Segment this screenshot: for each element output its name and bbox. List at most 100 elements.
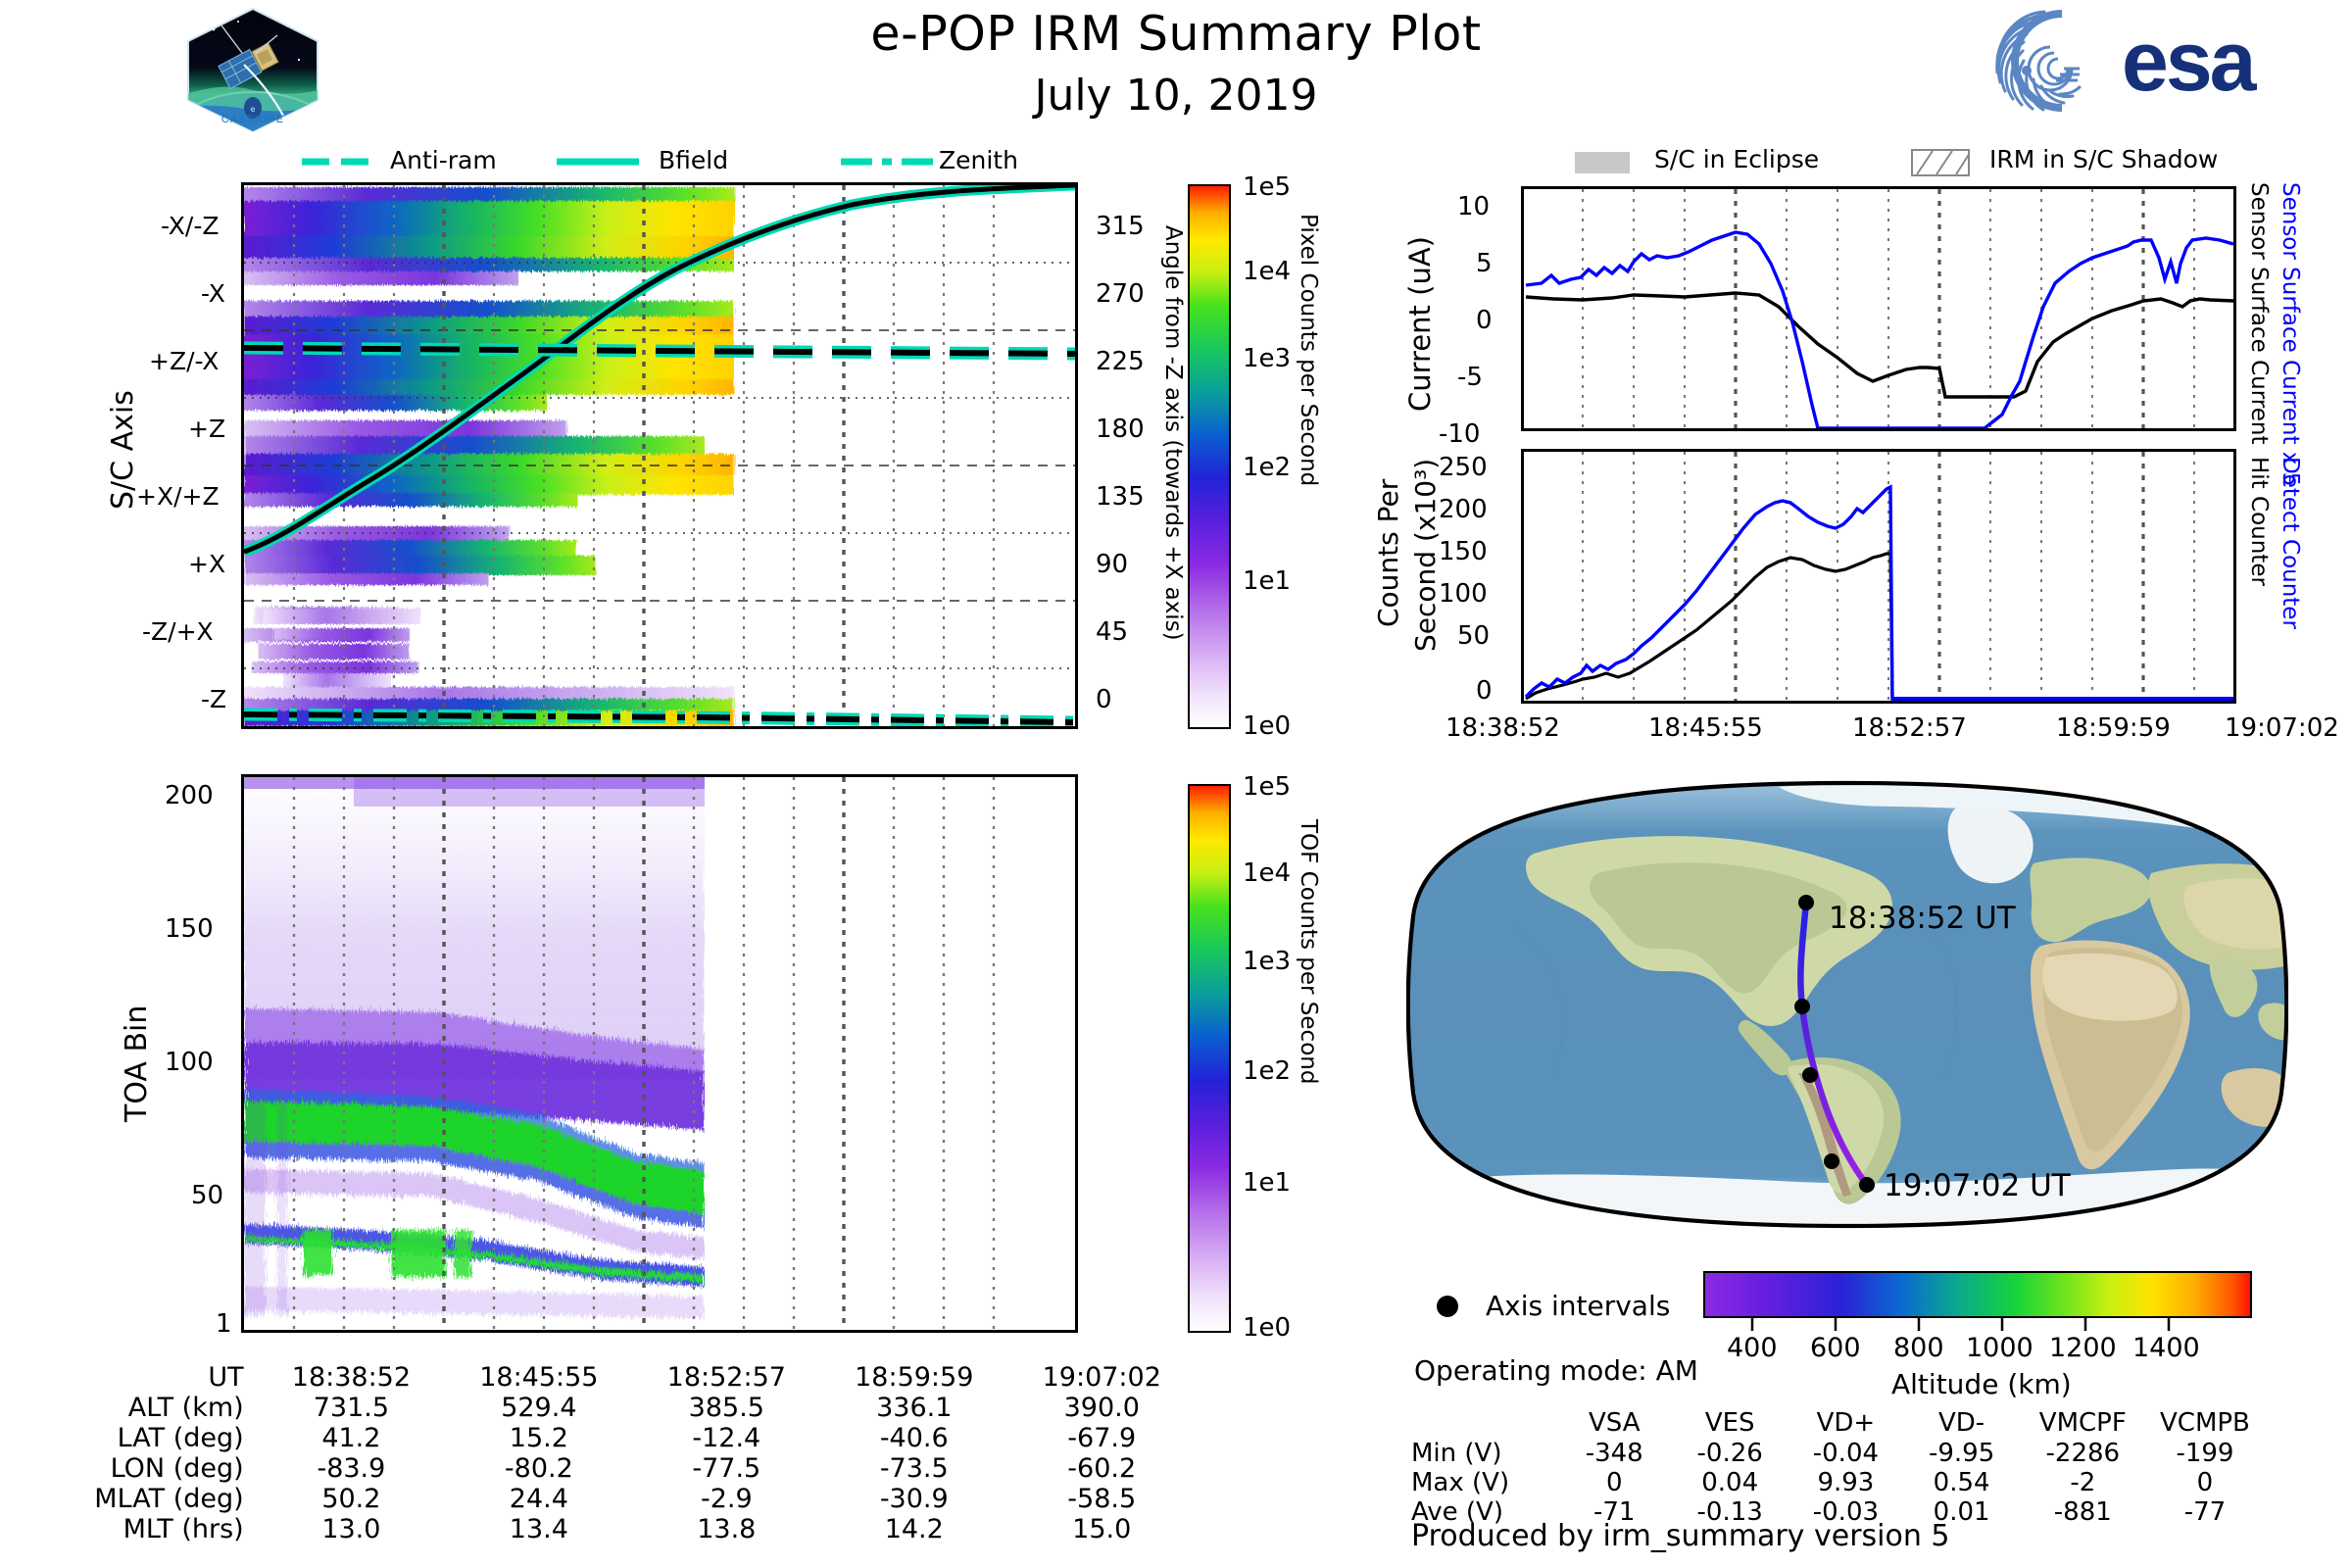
panel-sc-axis-spectrogram [241, 182, 1078, 729]
cell: -83.9 [317, 1453, 386, 1484]
cell: -80.2 [504, 1453, 573, 1484]
altitude-cbar-tick-800: 800 [1893, 1333, 1944, 1363]
column-header-vmcpf: VMCPF [2038, 1408, 2127, 1438]
counts-xtick-4: 19:07:02 [2225, 713, 2339, 743]
legend-right-eclipse-swatch [1575, 152, 1630, 173]
cell: -71 [1593, 1497, 1636, 1527]
table-row: LAT (deg) 41.2 15.2 -12.4 -40.6 -67.9 [59, 1423, 1196, 1453]
cell: 0.54 [1933, 1468, 1990, 1497]
counts-ytick-200: 200 [1439, 495, 1488, 524]
footer-credit: Produced by irm_summary version 5 [1411, 1519, 1950, 1553]
cell: -0.13 [1696, 1497, 1763, 1527]
angle-axis-label: Angle from -Z axis (towards +X axis) [1160, 225, 1186, 641]
table-row: UT 18:38:52 18:45:55 18:52:57 18:59:59 1… [59, 1362, 1196, 1393]
counts-ylabel-line1: Counts Per [1372, 478, 1404, 627]
current-ylabel: Current (uA) [1403, 236, 1437, 412]
column-header-ves: VES [1704, 1408, 1755, 1438]
cell: 24.4 [509, 1484, 568, 1514]
legend-left [294, 145, 1019, 178]
tof-cbar-tick-1e4: 1e4 [1243, 858, 1292, 888]
toa-ytick-150: 150 [165, 914, 214, 944]
tof-cbar-tick-1e5: 1e5 [1243, 772, 1292, 802]
pixel-cbar-tick-1e5: 1e5 [1243, 172, 1292, 202]
axis-interval-dot-icon [1437, 1296, 1458, 1317]
row-label-max: Max (V) [1411, 1468, 1510, 1497]
column-header-vdplus: VD+ [1816, 1408, 1876, 1438]
sc-axis-ytick--z+x: -Z/+X [142, 617, 214, 646]
row-label-min: Min (V) [1411, 1439, 1502, 1468]
cell: 385.5 [688, 1393, 764, 1423]
cell: -30.9 [879, 1484, 949, 1514]
pixel-cbar-tick-1e3: 1e3 [1243, 344, 1292, 373]
cassiope-mission-logo: e CASSIOPE [179, 6, 326, 133]
cell: 18:38:52 [291, 1362, 412, 1393]
cell: -199 [2176, 1439, 2234, 1468]
cell: 13.8 [697, 1514, 757, 1544]
counts-xtick-2: 18:52:57 [1852, 713, 1967, 743]
map-end-time-label: 19:07:02 UT [1884, 1168, 2071, 1203]
row-label: UT [208, 1362, 244, 1393]
esa-agency-logo: esa [1989, 10, 2293, 113]
pixel-cbar-tick-1e0: 1e0 [1243, 711, 1292, 741]
counts-xtick-3: 18:59:59 [2056, 713, 2171, 743]
column-header-vcmpb: VCMPB [2160, 1408, 2250, 1438]
cell: 9.93 [1817, 1468, 1875, 1497]
cell: -67.9 [1067, 1423, 1137, 1453]
angle-ytick-0: 0 [1096, 685, 1112, 714]
table-row: LON (deg) -83.9 -80.2 -77.5 -73.5 -60.2 [59, 1453, 1196, 1484]
cell: 19:07:02 [1042, 1362, 1161, 1393]
angle-ytick-135: 135 [1096, 482, 1145, 512]
cell: 336.1 [876, 1393, 953, 1423]
angle-ytick-45: 45 [1096, 617, 1129, 647]
current-ytick-10: 10 [1457, 192, 1491, 221]
map-start-time-label: 18:38:52 UT [1829, 901, 2016, 936]
cell: -77.5 [692, 1453, 761, 1484]
table-header-row: VSA VES VD+ VD- VMCPF VCMPB [1411, 1407, 2264, 1439]
toa-ytick-200: 200 [165, 781, 214, 810]
current-ytick--5: -5 [1457, 363, 1483, 392]
cell: -58.5 [1067, 1484, 1137, 1514]
ground-track-map [1406, 779, 2288, 1230]
toa-ytick-1: 1 [216, 1309, 232, 1339]
pixel-cbar-tick-1e1: 1e1 [1243, 566, 1292, 596]
panel-toa-bin-spectrogram [241, 774, 1078, 1333]
ephemeris-table: UT 18:38:52 18:45:55 18:52:57 18:59:59 1… [59, 1362, 1196, 1544]
cell: 0.04 [1701, 1468, 1759, 1497]
cell: -881 [2053, 1497, 2112, 1527]
counts-ytick-0: 0 [1476, 676, 1493, 706]
counts-ylabel-line2: Second (x10³) [1409, 458, 1442, 652]
altitude-colorbar [1703, 1271, 2252, 1318]
svg-text:CASSIOPE: CASSIOPE [221, 114, 284, 125]
table-row: MLAT (deg) 50.2 24.4 -2.9 -30.9 -58.5 [59, 1484, 1196, 1514]
table-row: MLT (hrs) 13.0 13.4 13.8 14.2 15.0 [59, 1514, 1196, 1544]
tof-cbar-tick-1e3: 1e3 [1243, 947, 1292, 976]
angle-ytick-90: 90 [1096, 550, 1129, 579]
svg-text:esa: esa [2122, 15, 2258, 109]
cell: 18:59:59 [855, 1362, 974, 1393]
toa-ytick-50: 50 [191, 1181, 224, 1210]
altitude-cbar-ticks [1703, 1318, 2252, 1332]
counts-ytick-150: 150 [1439, 537, 1488, 566]
angle-ytick-270: 270 [1096, 279, 1145, 309]
cell: -0.03 [1812, 1497, 1880, 1527]
cell: -40.6 [879, 1423, 949, 1453]
counts-right-label-black: Hit Counter [2246, 457, 2272, 586]
pixel-counts-colorbar [1188, 184, 1231, 729]
cell: 390.0 [1063, 1393, 1140, 1423]
cell: 41.2 [321, 1423, 381, 1453]
sc-axis-ytick-+z: +Z [188, 415, 226, 443]
cell: -0.04 [1812, 1439, 1880, 1468]
cell: -2 [2070, 1468, 2096, 1497]
cell: -60.2 [1067, 1453, 1137, 1484]
tof-cbar-tick-1e0: 1e0 [1243, 1313, 1292, 1343]
voltage-table: VSA VES VD+ VD- VMCPF VCMPB Min (V) -348… [1411, 1407, 2264, 1527]
cell: 13.4 [509, 1514, 568, 1544]
angle-ytick-180: 180 [1096, 415, 1145, 444]
cell: -348 [1585, 1439, 1643, 1468]
current-right-label-black: Sensor Surface Current [2246, 182, 2272, 445]
row-label: MLAT (deg) [94, 1484, 244, 1514]
toa-ytick-100: 100 [165, 1048, 214, 1077]
tof-cbar-tick-1e2: 1e2 [1243, 1056, 1292, 1086]
column-header-vdminus: VD- [1938, 1408, 1985, 1438]
angle-ytick-315: 315 [1096, 212, 1145, 241]
